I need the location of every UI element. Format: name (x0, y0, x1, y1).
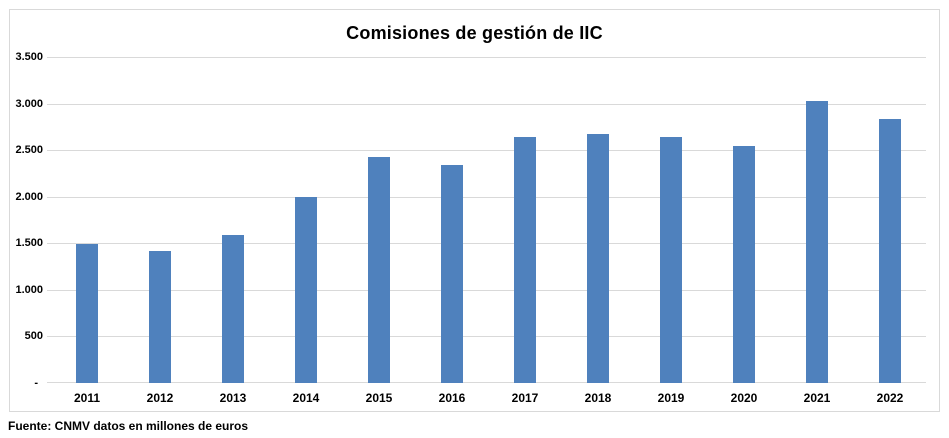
plot-area (47, 57, 926, 383)
x-axis-line (47, 382, 926, 383)
gridline (47, 243, 926, 244)
gridline (47, 104, 926, 105)
y-axis-tick-label: 3.000 (15, 98, 43, 110)
bar-2015 (368, 157, 390, 383)
gridline (47, 197, 926, 198)
y-axis-tick-label: 2.000 (15, 191, 43, 203)
bar-2019 (660, 137, 682, 383)
x-axis: 2011 2012 2013 2014 2015 2016 2017 2018 2019 2020… (51, 391, 926, 407)
x-axis-label: 2015 (365, 391, 393, 405)
bar-2013 (222, 235, 244, 383)
y-axis-tick-label: 1.500 (15, 237, 43, 249)
gridline (47, 57, 926, 58)
y-axis: 3.500 3.000 2.500 2.000 1.500 1.000 500 - (10, 51, 43, 389)
bar-2017 (514, 137, 536, 383)
x-axis-label: 2020 (730, 391, 758, 405)
bar-2011 (76, 244, 98, 383)
gridline (47, 290, 926, 291)
x-axis-label: 2019 (657, 391, 685, 405)
gridline (47, 336, 926, 337)
gridline (47, 150, 926, 151)
x-axis-label: 2016 (438, 391, 466, 405)
x-axis-label: 2021 (803, 391, 831, 405)
chart-frame: Comisiones de gestión de IIC 3.500 3.000 2… (9, 9, 940, 412)
bar-2022 (879, 119, 901, 383)
x-axis-label: 2013 (219, 391, 247, 405)
bar-2018 (587, 134, 609, 383)
x-axis-label: 2011 (73, 391, 101, 405)
x-axis-label: 2017 (511, 391, 539, 405)
bar-2014 (295, 197, 317, 383)
bar-2021 (806, 101, 828, 383)
chart-title: Comisiones de gestión de IIC (346, 23, 603, 43)
x-axis-label: 2022 (876, 391, 904, 405)
bar-2016 (441, 165, 463, 383)
bar-2020 (733, 146, 755, 383)
bar-2012 (149, 251, 171, 383)
x-axis-label: 2012 (146, 391, 174, 405)
y-axis-tick-label: 3.500 (15, 51, 43, 63)
y-axis-tick-label: 2.500 (15, 144, 43, 156)
source-note: Fuente: CNMV datos en millones de euros (8, 419, 249, 433)
y-axis-tick-label: - (34, 377, 38, 389)
x-axis-label: 2014 (292, 391, 320, 405)
y-axis-tick-label: 500 (24, 330, 43, 342)
x-axis-label: 2018 (584, 391, 612, 405)
y-axis-tick-label: 1.000 (15, 284, 43, 296)
